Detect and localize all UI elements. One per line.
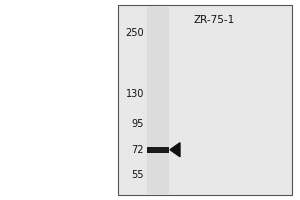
Text: 95: 95 bbox=[132, 119, 144, 129]
Text: ZR-75-1: ZR-75-1 bbox=[193, 15, 234, 25]
Bar bbox=[147, 6, 169, 194]
Text: 250: 250 bbox=[125, 28, 144, 38]
Text: 130: 130 bbox=[126, 89, 144, 99]
Text: 72: 72 bbox=[131, 145, 144, 155]
Bar bbox=[118, 5, 292, 195]
Bar bbox=[147, 147, 169, 153]
Polygon shape bbox=[170, 143, 180, 157]
Text: 55: 55 bbox=[131, 170, 144, 180]
